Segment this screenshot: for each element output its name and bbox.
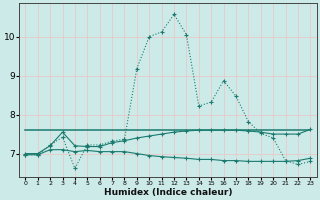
- X-axis label: Humidex (Indice chaleur): Humidex (Indice chaleur): [104, 188, 232, 197]
